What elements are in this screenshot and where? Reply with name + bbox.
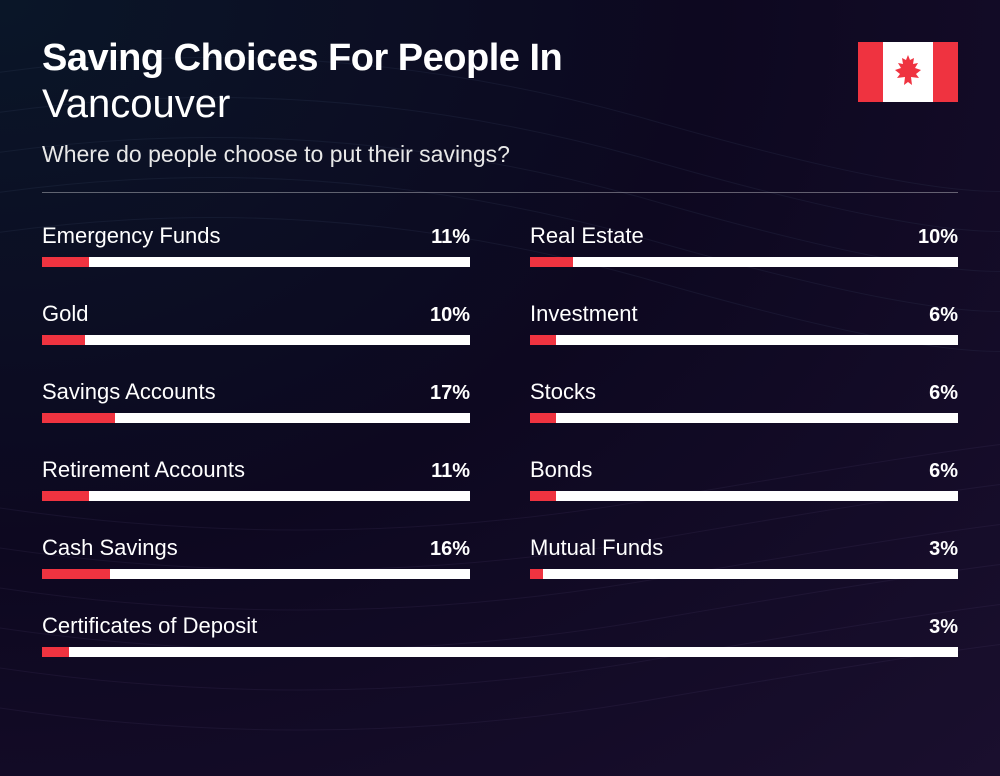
bar-track (530, 335, 958, 345)
bar-label: Investment (530, 301, 638, 327)
bar-value: 6% (929, 304, 958, 327)
bar-track (530, 491, 958, 501)
bar-fill (42, 257, 89, 267)
bar-track (530, 413, 958, 423)
bar-label: Real Estate (530, 223, 644, 249)
bar-value: 17% (430, 382, 470, 405)
divider (42, 192, 958, 193)
bar-label: Bonds (530, 457, 592, 483)
bar-fill (530, 569, 543, 579)
bar-value: 6% (929, 382, 958, 405)
bar-fill (530, 413, 556, 423)
bar-label: Savings Accounts (42, 379, 216, 405)
bar-track (530, 257, 958, 267)
title-line1: Saving Choices For People In (42, 38, 858, 80)
bar-label: Gold (42, 301, 88, 327)
bar-value: 6% (929, 460, 958, 483)
header: Saving Choices For People In Vancouver W… (42, 38, 958, 168)
bar-value: 10% (918, 226, 958, 249)
bar-item: Retirement Accounts 11% (42, 457, 470, 501)
bar-label: Retirement Accounts (42, 457, 245, 483)
bar-item: Real Estate 10% (530, 223, 958, 267)
bar-value: 11% (431, 226, 470, 249)
bar-fill (42, 569, 110, 579)
bar-label: Mutual Funds (530, 535, 663, 561)
bar-track (42, 491, 470, 501)
bar-label: Cash Savings (42, 535, 178, 561)
bar-fill (42, 647, 69, 657)
bar-value: 16% (430, 538, 470, 561)
chart-grid: Emergency Funds 11% Real Estate 10% Gold… (42, 223, 958, 657)
subtitle: Where do people choose to put their savi… (42, 141, 858, 168)
bar-fill (42, 335, 85, 345)
bar-fill (42, 413, 115, 423)
bar-fill (530, 335, 556, 345)
title-line2: Vancouver (42, 82, 858, 127)
bar-item: Emergency Funds 11% (42, 223, 470, 267)
bar-fill (530, 257, 573, 267)
bar-value: 10% (430, 304, 470, 327)
bar-track (42, 257, 470, 267)
bar-value: 3% (929, 616, 958, 639)
bar-track (42, 413, 470, 423)
bar-fill (530, 491, 556, 501)
bar-item: Bonds 6% (530, 457, 958, 501)
bar-item: Stocks 6% (530, 379, 958, 423)
bar-label: Stocks (530, 379, 596, 405)
bar-fill (42, 491, 89, 501)
bar-item: Savings Accounts 17% (42, 379, 470, 423)
bar-value: 11% (431, 460, 470, 483)
bar-track (530, 569, 958, 579)
bar-label: Emergency Funds (42, 223, 221, 249)
bar-item: Mutual Funds 3% (530, 535, 958, 579)
bar-value: 3% (929, 538, 958, 561)
bar-track (42, 569, 470, 579)
bar-track (42, 335, 470, 345)
bar-track (42, 647, 958, 657)
bar-item-full: Certificates of Deposit 3% (42, 613, 958, 657)
canada-flag-icon (858, 42, 958, 102)
bar-item: Investment 6% (530, 301, 958, 345)
bar-item: Gold 10% (42, 301, 470, 345)
bar-item: Cash Savings 16% (42, 535, 470, 579)
bar-label: Certificates of Deposit (42, 613, 257, 639)
